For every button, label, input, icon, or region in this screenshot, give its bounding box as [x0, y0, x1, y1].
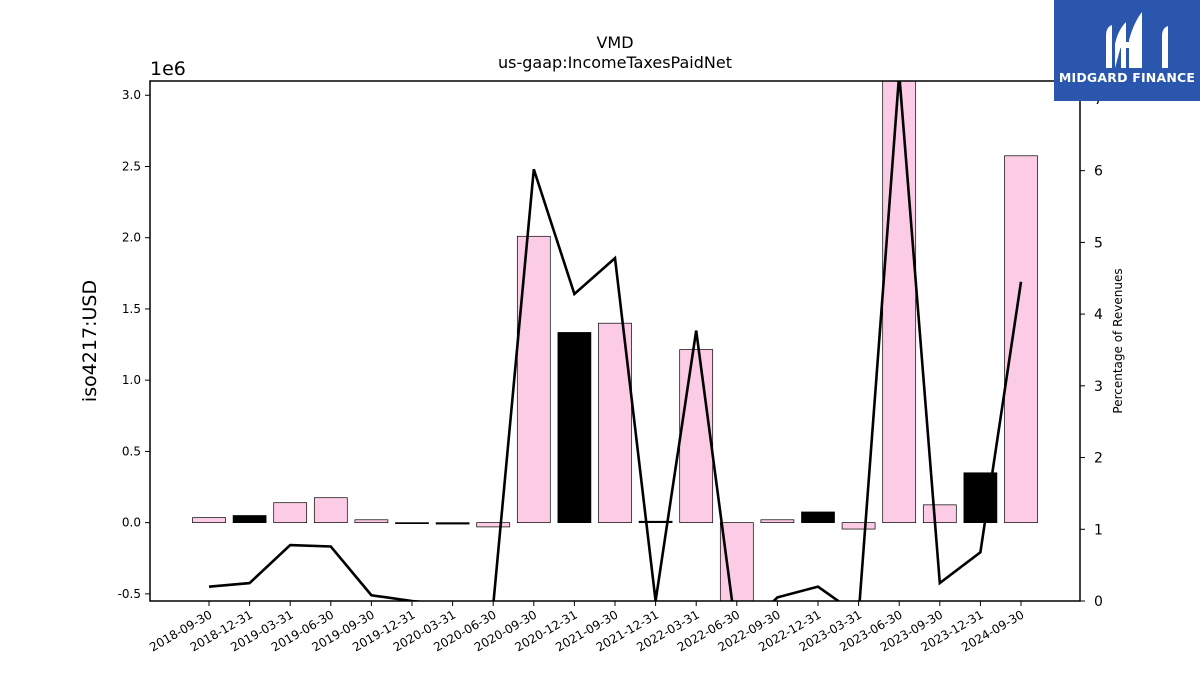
bar	[719, 522, 754, 601]
y2-tick-label: 0	[1094, 594, 1103, 610]
logo: MIDGARD FINANCE	[1054, 0, 1200, 101]
y2-axis: 01234567	[1080, 92, 1103, 610]
bar	[922, 504, 957, 523]
bar	[1004, 155, 1038, 523]
y-tick-label: 0.5	[122, 444, 141, 458]
chart-title: VMD	[596, 33, 633, 52]
logo-wordmark: MIDGARD FINANCE	[1058, 70, 1196, 85]
bar	[557, 332, 592, 523]
y-tick-label: 1.0	[122, 373, 141, 387]
bar	[476, 522, 511, 528]
y-tick-label: 1.5	[122, 302, 141, 316]
y2-tick-label: 3	[1094, 379, 1103, 395]
bar	[841, 522, 876, 530]
line-series	[208, 81, 1023, 601]
y-axis-label: iso4217:USD	[79, 280, 101, 402]
bar	[435, 522, 470, 525]
bar	[232, 515, 267, 523]
y2-axis-label: Percentage of Revenues	[1111, 268, 1125, 413]
y-tick-label: 0.0	[122, 516, 141, 530]
bar	[354, 519, 389, 523]
y-axis: -0.5 0.0 0.5 1.0 1.5 2.0 2.5 3.0	[118, 88, 150, 601]
bar	[760, 519, 795, 523]
y2-tick-label: 4	[1094, 307, 1103, 323]
y-scale-label: 1e6	[150, 58, 186, 80]
bar	[882, 81, 917, 523]
bar	[801, 511, 835, 523]
x-axis: 2018-09-302018-12-312019-03-312019-06-30…	[147, 601, 1027, 654]
y2-tick-label: 1	[1094, 522, 1103, 538]
bar	[516, 235, 551, 523]
bar	[192, 517, 226, 523]
y-tick-label: 3.0	[122, 88, 141, 102]
bar	[273, 502, 308, 523]
y-tick-label: -0.5	[118, 587, 141, 601]
bar	[395, 522, 429, 524]
bar	[313, 497, 348, 523]
percentage-line	[208, 81, 1023, 601]
bar-series	[192, 81, 1038, 601]
bar	[638, 520, 673, 523]
y-tick-label: 2.0	[122, 231, 141, 245]
chart-subtitle: us-gaap:IncomeTaxesPaidNet	[498, 53, 732, 72]
y2-tick-label: 2	[1094, 451, 1103, 467]
y2-tick-label: 5	[1094, 235, 1103, 251]
y-tick-label: 2.5	[122, 159, 141, 173]
bar	[679, 349, 714, 523]
y2-tick-label: 6	[1094, 164, 1103, 180]
logo-mark-icon	[1106, 12, 1168, 68]
